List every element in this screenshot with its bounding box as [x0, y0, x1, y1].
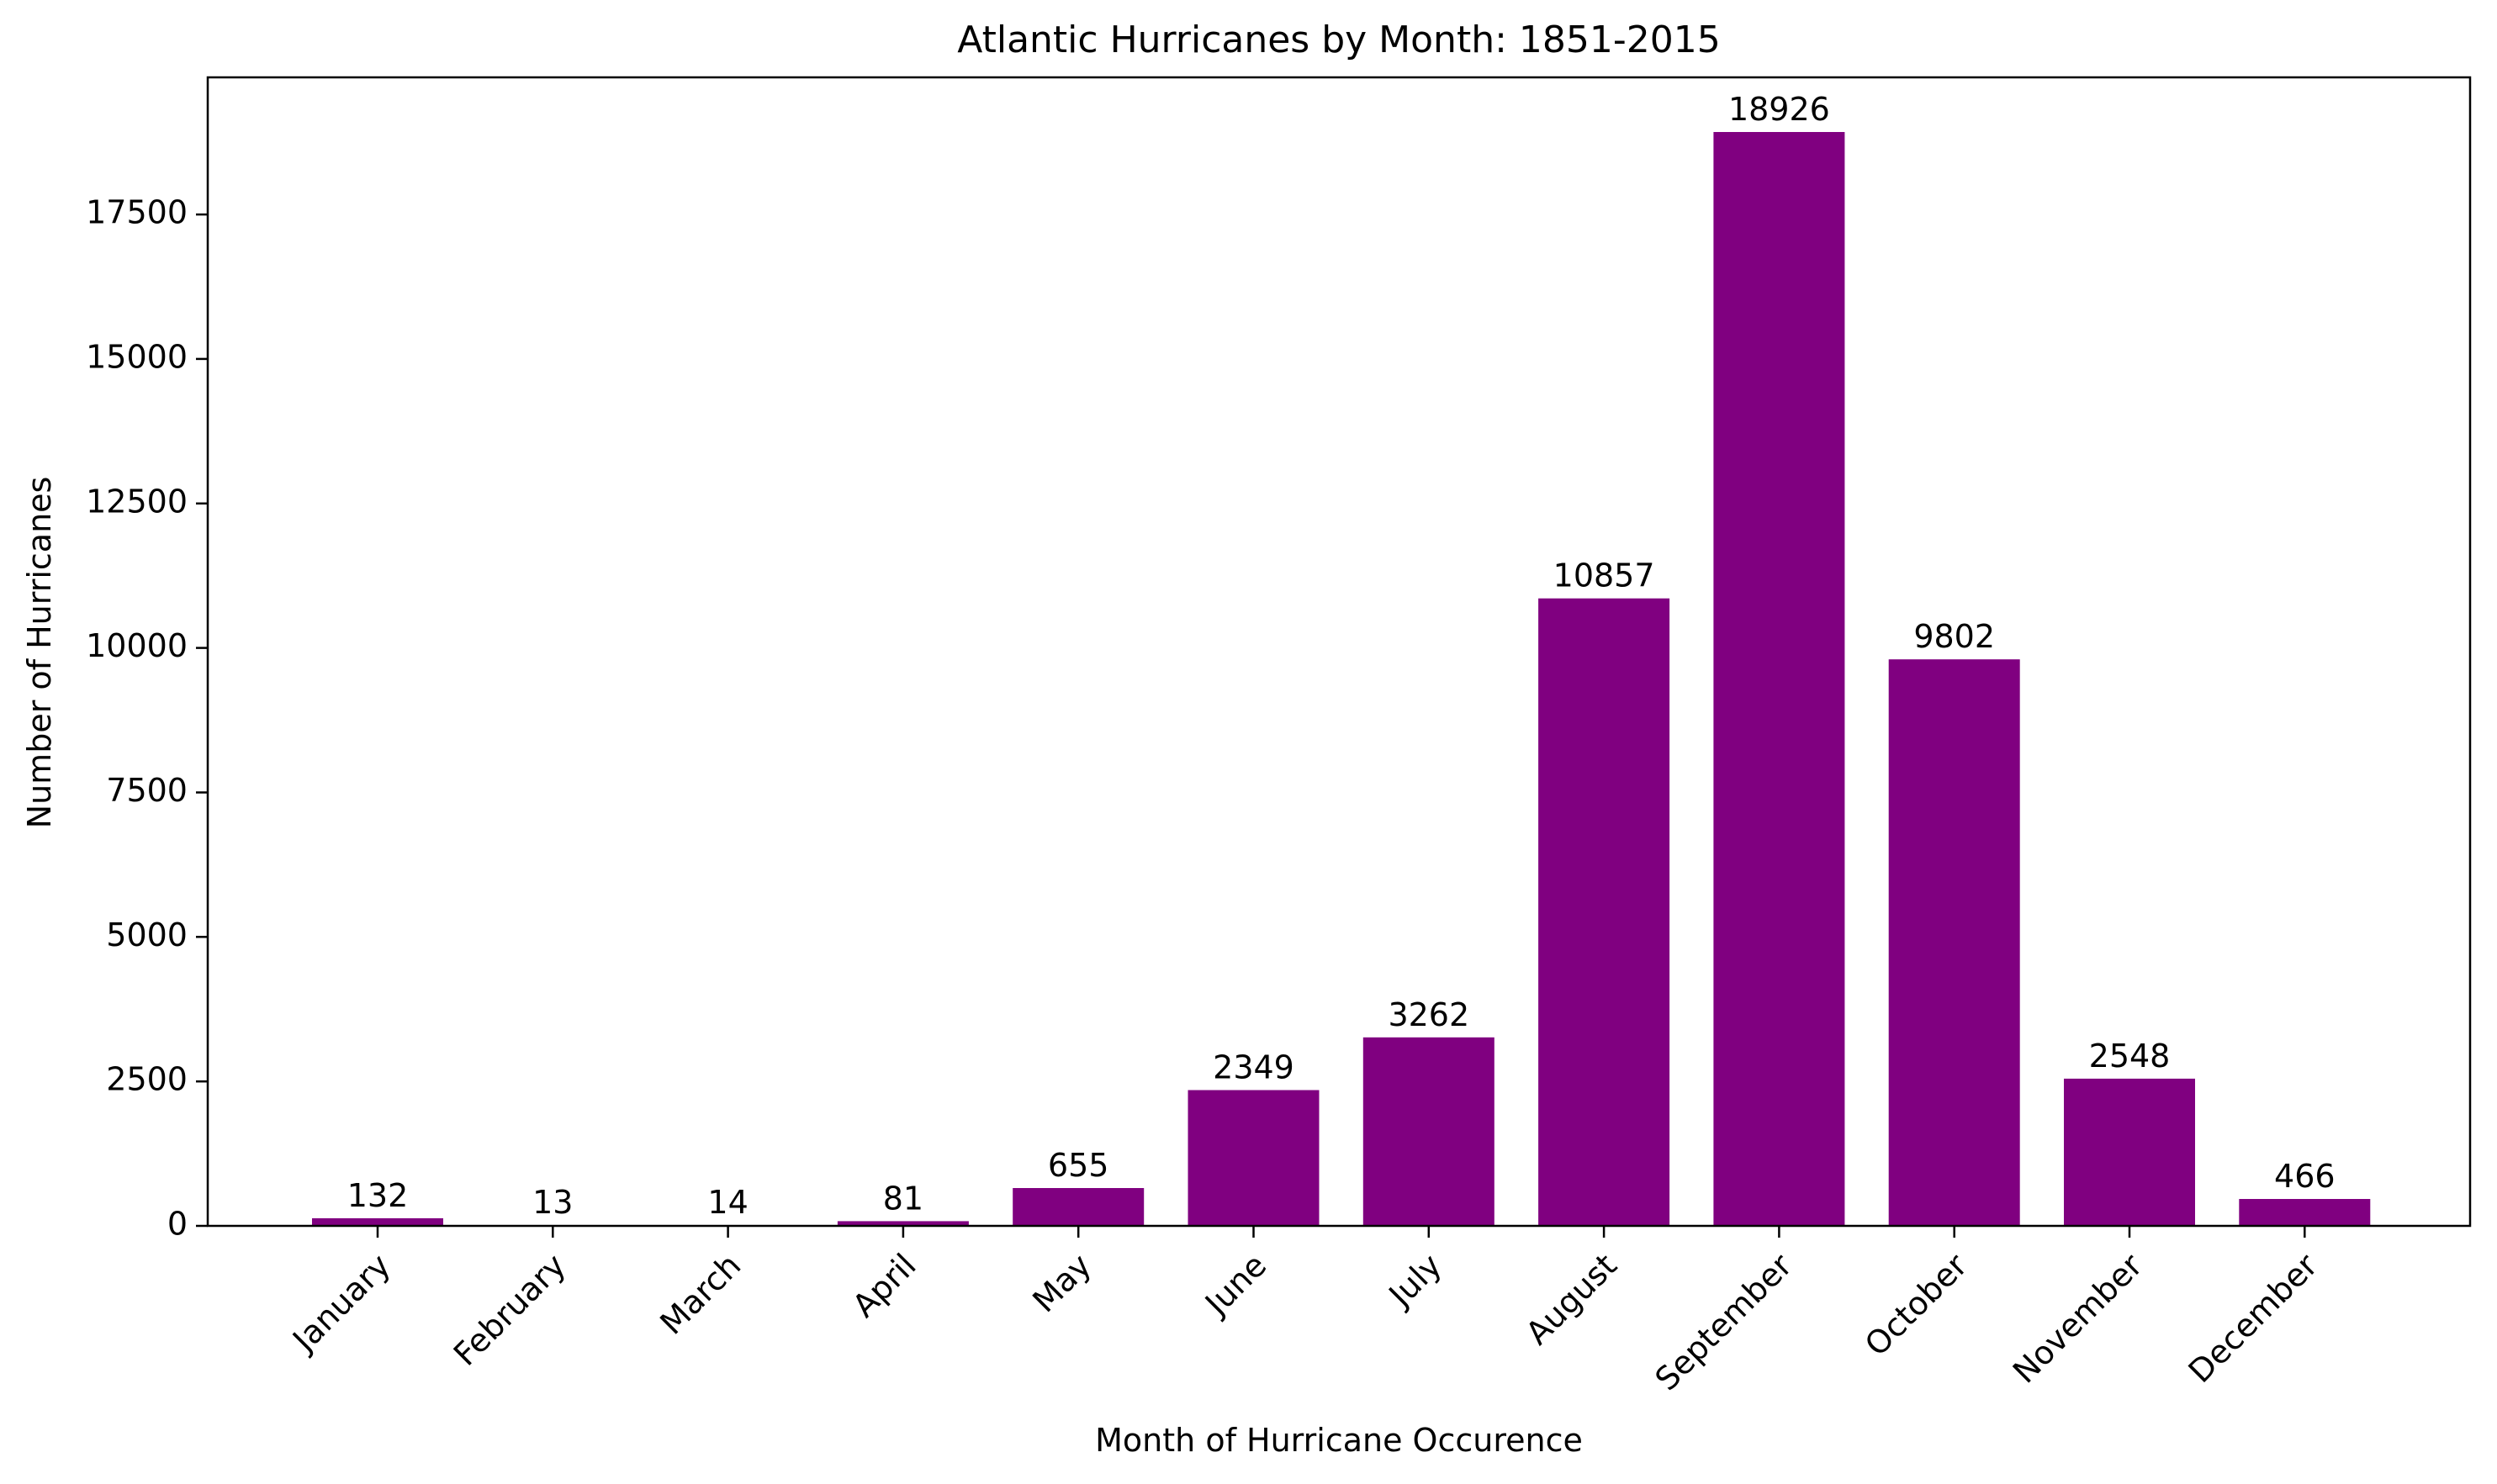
y-tick-label-17500: 17500: [86, 194, 188, 231]
y-tick-label-2500: 2500: [106, 1061, 188, 1098]
y-tick-label-0: 0: [167, 1206, 188, 1243]
y-axis: 0 2500 5000 7500 10000 12500 15000 17500: [86, 194, 208, 1243]
y-tick-label-10000: 10000: [86, 627, 188, 664]
bar-september: [1713, 132, 1845, 1226]
data-label-december: 466: [2274, 1158, 2336, 1195]
x-axis-title: Month of Hurricane Occurence: [1095, 1422, 1583, 1459]
data-label-april: 81: [883, 1180, 923, 1217]
data-label-february: 13: [532, 1184, 573, 1221]
bar-may: [1013, 1188, 1145, 1226]
data-label-september: 18926: [1728, 91, 1830, 128]
y-tick-label-12500: 12500: [86, 483, 188, 520]
y-tick-label-5000: 5000: [106, 916, 188, 953]
bar-october: [1888, 659, 2020, 1226]
bar-january: [312, 1217, 443, 1226]
data-label-may: 655: [1048, 1147, 1109, 1184]
chart-title: Atlantic Hurricanes by Month: 1851-2015: [957, 18, 1720, 61]
data-label-june: 2349: [1213, 1049, 1294, 1086]
bar-november: [2064, 1078, 2195, 1226]
bar-july: [1362, 1037, 1494, 1226]
data-label-november: 2548: [2089, 1038, 2171, 1075]
data-label-january: 132: [347, 1177, 409, 1214]
bar-june: [1188, 1090, 1320, 1226]
bar-august: [1538, 598, 1670, 1226]
plot-frame: [206, 76, 2472, 1228]
bars-layer: [312, 132, 2371, 1226]
data-label-october: 9802: [1913, 618, 1995, 655]
y-tick-label-7500: 7500: [106, 772, 188, 809]
data-label-march: 14: [707, 1184, 748, 1221]
y-tick-label-15000: 15000: [86, 338, 188, 375]
data-label-august: 10857: [1553, 557, 1655, 594]
y-axis-title: Number of Hurricanes: [21, 477, 58, 829]
data-label-july: 3262: [1388, 996, 1469, 1033]
bar-december: [2239, 1199, 2371, 1226]
bar-april: [837, 1221, 969, 1226]
data-labels-layer: 132 13 14 81 655 2349 3262 10857 18926 9802 2548 46…: [347, 91, 2336, 1221]
